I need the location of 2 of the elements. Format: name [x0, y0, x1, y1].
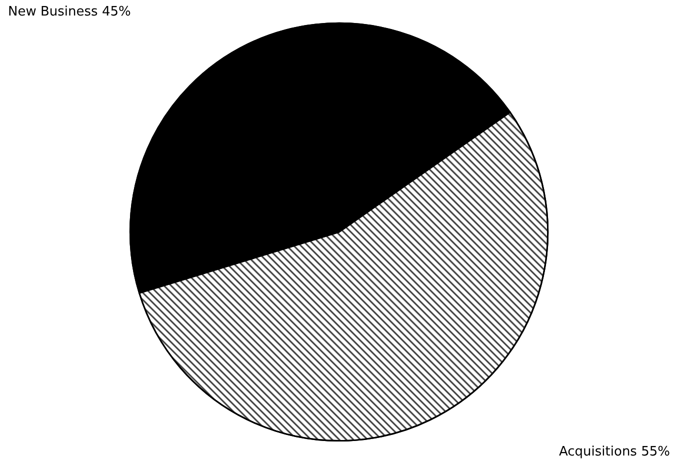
slice-label: New Business 45% [8, 4, 131, 20]
slice-label: Acquisitions 55% [558, 444, 670, 460]
